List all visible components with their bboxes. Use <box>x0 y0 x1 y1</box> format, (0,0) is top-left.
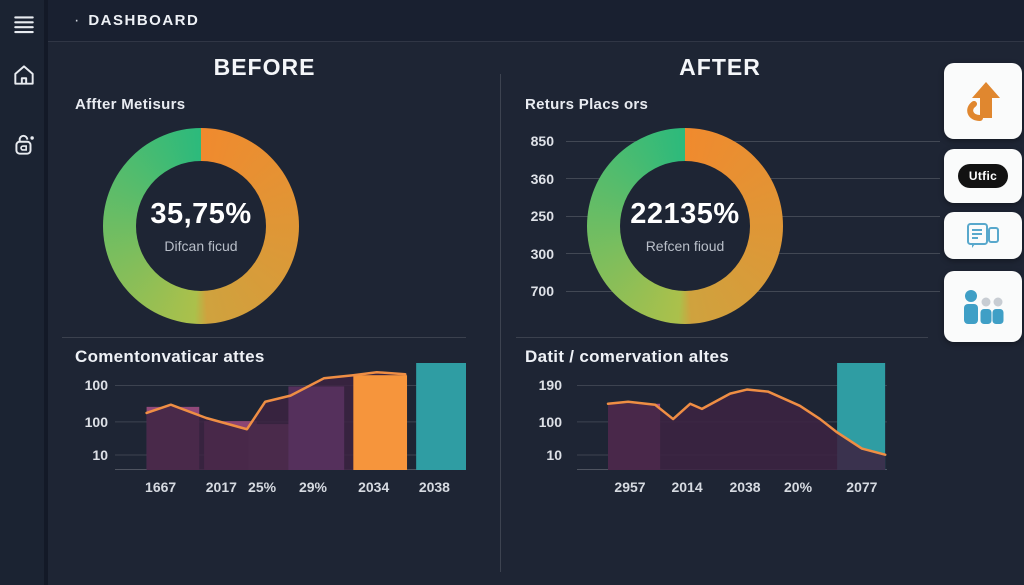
x-tick-label: 2014 <box>671 479 703 495</box>
after-donut-caption: Refcen fioud <box>645 238 725 254</box>
x-tick-label: 1667 <box>145 479 177 495</box>
x-tick-label: 2017 <box>205 479 237 495</box>
x-tick-label: 2034 <box>358 479 390 495</box>
home-icon[interactable] <box>11 62 37 88</box>
document-chat-icon <box>965 221 1001 251</box>
before-chart-xaxis: 1667 2017 25% 29% 2034 2038 <box>115 479 466 497</box>
growth-arrow-card[interactable] <box>944 63 1022 139</box>
before-chart-plot <box>115 363 466 470</box>
after-metric-label: Returs Placs ors <box>525 96 649 113</box>
page-title: DASHBOARD <box>88 12 200 29</box>
team-card[interactable] <box>944 271 1022 342</box>
arrow-up-icon <box>962 78 1004 124</box>
before-heading: BEFORE <box>213 54 316 80</box>
after-bar-line-chart <box>577 363 887 470</box>
after-section-divider <box>516 337 928 338</box>
after-chart-yaxis: 190 100 10 <box>516 363 562 470</box>
report-card[interactable] <box>944 212 1022 259</box>
title-bullet: · <box>74 11 80 29</box>
before-section-divider <box>62 337 466 338</box>
after-heading: AFTER <box>679 54 761 80</box>
y-tick-label: 100 <box>84 377 108 394</box>
before-donut-hole: 35,75% Difcan ficud <box>136 161 266 291</box>
x-tick-label: 29% <box>298 479 327 495</box>
people-icon <box>961 287 1005 327</box>
x-tick-label: 25% <box>248 479 277 495</box>
after-donut-value: 22135% <box>630 198 740 230</box>
before-donut-caption: Difcan ficud <box>164 238 238 254</box>
before-chart-yaxis: 100 100 10 <box>64 363 108 470</box>
y-tick-label: 100 <box>84 413 108 430</box>
x-tick-label: 2957 <box>614 479 646 495</box>
x-tick-label: 20% <box>784 479 813 495</box>
y-tick-label: 10 <box>546 447 562 464</box>
after-axis-row: 850 <box>516 133 940 149</box>
after-donut-hole: 22135% Refcen fioud <box>620 161 750 291</box>
before-donut-value: 35,75% <box>150 198 252 230</box>
y-tick-label: 190 <box>538 377 562 394</box>
x-tick-label: 2077 <box>846 479 878 495</box>
before-bar-line-chart <box>115 363 466 470</box>
before-chart-title: Comentonvaticar attes <box>75 347 265 366</box>
after-chart-title: Datit / comervation altes <box>525 347 730 366</box>
after-chart-plot <box>577 363 887 470</box>
panel-divider <box>500 74 501 572</box>
after-chart-xaxis: 2957 2014 2038 20% 2077 <box>577 479 887 497</box>
y-tick-label: 100 <box>538 413 562 430</box>
lock-icon[interactable] <box>11 132 37 158</box>
utfic-badge-card[interactable]: Utfic <box>944 149 1022 203</box>
before-donut-chart: 35,75% Difcan ficud <box>103 128 299 324</box>
before-metric-label: Affter Metisurs <box>75 96 186 113</box>
y-tick-label: 10 <box>92 447 108 464</box>
x-tick-label: 2038 <box>729 479 761 495</box>
topbar: · DASHBOARD <box>48 0 1024 42</box>
menu-icon[interactable] <box>11 12 37 38</box>
x-tick-label: 2038 <box>418 479 450 495</box>
after-donut-chart: 22135% Refcen fioud <box>587 128 783 324</box>
sidebar <box>0 0 48 585</box>
utfic-badge: Utfic <box>957 164 1009 188</box>
